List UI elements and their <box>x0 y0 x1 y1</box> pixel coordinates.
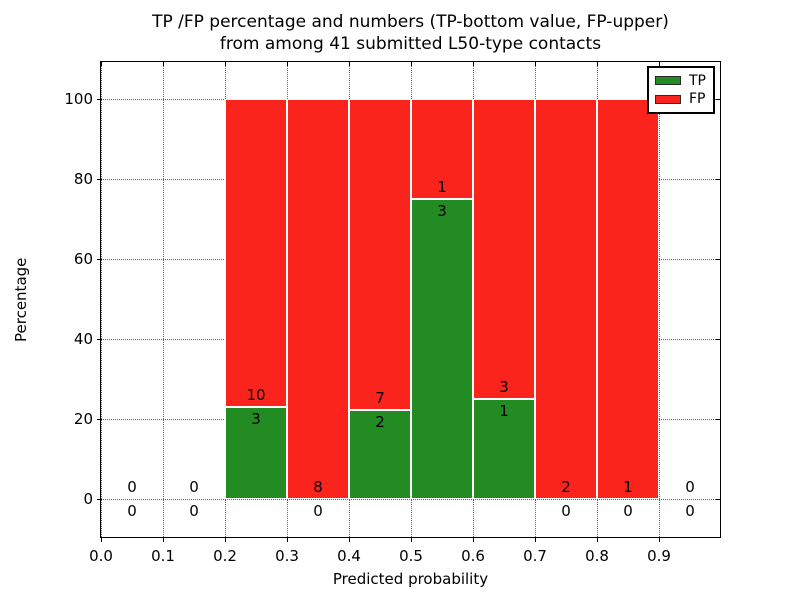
x-tick-bottom <box>473 537 474 542</box>
tp-count-label: 0 <box>561 502 571 520</box>
y-tick-left <box>97 99 102 100</box>
fp-bar-segment <box>349 99 411 410</box>
x-tick-bottom <box>225 537 226 542</box>
x-tick-label: 0.9 <box>647 547 671 565</box>
tp-count-label: 0 <box>189 502 199 520</box>
legend-swatch-tp <box>655 76 681 86</box>
fp-count-label: 7 <box>375 389 385 407</box>
tp-bar-segment <box>473 399 535 499</box>
y-tick-right <box>716 499 720 500</box>
y-tick-left <box>97 419 102 420</box>
tp-count-label: 0 <box>127 502 137 520</box>
fp-count-label: 2 <box>561 478 571 496</box>
x-tick-top <box>163 62 164 66</box>
legend-label: TP <box>689 72 706 89</box>
y-tick-left <box>97 339 102 340</box>
tp-count-label: 0 <box>623 502 633 520</box>
y-gridline <box>101 499 720 500</box>
plot-area: 0.0 0.1 0.2 0.3 0.4 0.5 0.6 0.7 0.8 0.9 0 20 40 60 80 1… <box>64 61 721 565</box>
x-tick-top <box>597 62 598 66</box>
fp-bar-segment <box>225 99 287 407</box>
tp-count-label: 1 <box>499 402 509 420</box>
x-tick-label: 0.5 <box>399 547 423 565</box>
x-tick-top <box>411 62 412 66</box>
chart-title-line2: from among 41 submitted L50-type contact… <box>219 34 602 54</box>
y-tick-left <box>97 499 102 500</box>
tp-count-label: 0 <box>685 502 695 520</box>
tp-count-label: 0 <box>313 502 323 520</box>
y-tick-label: 100 <box>64 90 93 108</box>
y-tick-right <box>716 419 720 420</box>
legend-swatch-fp <box>655 94 681 104</box>
x-tick-top <box>287 62 288 66</box>
x-tick-top <box>101 62 102 66</box>
tp-bar-segment <box>411 199 473 499</box>
legend-entry-fp: FP <box>655 91 707 107</box>
legend: TP FP <box>647 66 715 114</box>
tp-bar-segment <box>349 410 411 499</box>
y-tick-right <box>716 179 720 180</box>
fp-count-label: 10 <box>246 386 266 404</box>
x-tick-top <box>225 62 226 66</box>
fp-count-label: 1 <box>437 178 447 196</box>
y-tick-left <box>97 259 102 260</box>
x-tick-bottom <box>349 537 350 542</box>
y-tick-right <box>716 99 720 100</box>
y-tick-label: 20 <box>73 410 93 428</box>
x-tick-top <box>659 62 660 66</box>
x-gridline <box>659 62 660 537</box>
fp-bar-segment <box>411 99 473 199</box>
x-tick-label: 0.4 <box>337 547 361 565</box>
y-tick-label: 80 <box>73 170 93 188</box>
x-gridline <box>101 62 102 537</box>
fp-bar-segment <box>535 99 597 499</box>
x-tick-label: 0.1 <box>151 547 175 565</box>
legend-entry-tp: TP <box>655 73 707 89</box>
fp-count-label: 0 <box>189 478 199 496</box>
tp-count-label: 3 <box>437 202 447 220</box>
x-tick-label: 0.3 <box>275 547 299 565</box>
fp-bar-segment <box>287 99 349 499</box>
x-tick-top <box>349 62 350 66</box>
x-tick-label: 0.7 <box>523 547 547 565</box>
fp-count-label: 1 <box>623 478 633 496</box>
fp-count-label: 0 <box>127 478 137 496</box>
fp-bar-segment <box>473 99 535 399</box>
x-gridline <box>163 62 164 537</box>
chart-title-line1: TP /FP percentage and numbers (TP-bottom… <box>152 12 669 32</box>
chart-title: TP /FP percentage and numbers (TP-bottom… <box>100 11 721 55</box>
x-tick-label: 0.6 <box>461 547 485 565</box>
x-tick-bottom <box>597 537 598 542</box>
y-tick-label: 0 <box>83 490 93 508</box>
y-tick-label: 40 <box>73 330 93 348</box>
y-tick-label: 60 <box>73 250 93 268</box>
tp-count-label: 2 <box>375 413 385 431</box>
x-tick-bottom <box>287 537 288 542</box>
x-axis-label: Predicted probability <box>332 570 489 588</box>
x-tick-label: 0.8 <box>585 547 609 565</box>
x-tick-top <box>535 62 536 66</box>
y-tick-right <box>716 339 720 340</box>
x-tick-label: 0.0 <box>89 547 113 565</box>
x-tick-label: 0.2 <box>213 547 237 565</box>
fp-count-label: 3 <box>499 378 509 396</box>
fp-bar-segment <box>597 99 659 499</box>
x-tick-bottom <box>659 537 660 542</box>
fp-count-label: 8 <box>313 478 323 496</box>
tp-count-label: 3 <box>251 410 261 428</box>
tp-bar-segment <box>225 407 287 499</box>
fp-count-label: 0 <box>685 478 695 496</box>
x-tick-bottom <box>411 537 412 542</box>
legend-label: FP <box>689 91 706 108</box>
y-tick-left <box>97 179 102 180</box>
y-axis-label: Percentage <box>12 257 30 343</box>
x-tick-bottom <box>535 537 536 542</box>
x-tick-bottom <box>163 537 164 542</box>
x-tick-bottom <box>101 537 102 542</box>
y-tick-right <box>716 259 720 260</box>
x-tick-top <box>473 62 474 66</box>
